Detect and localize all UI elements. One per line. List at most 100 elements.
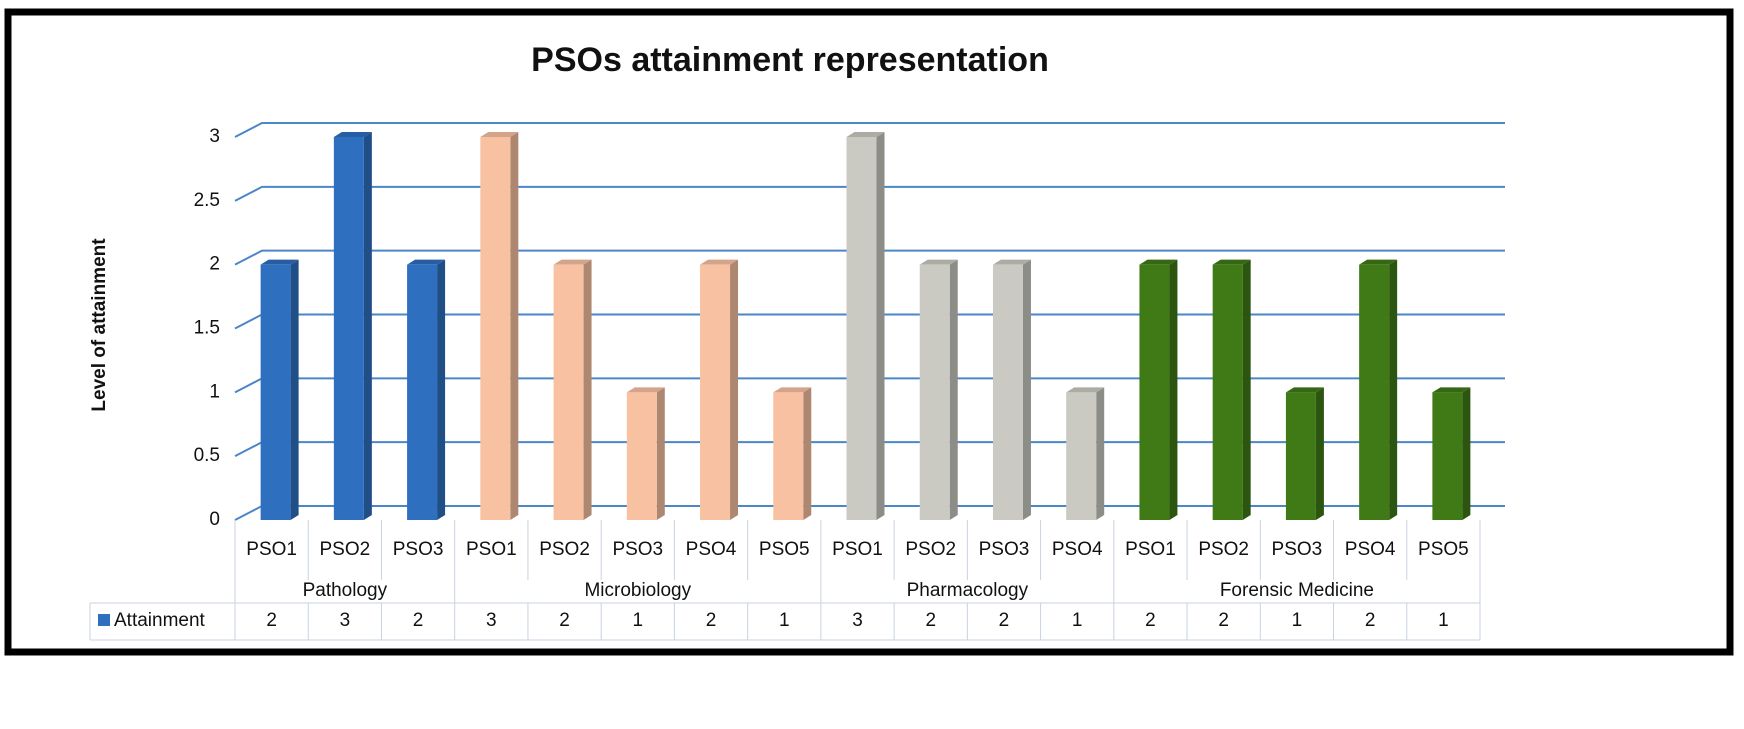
bar-face — [773, 387, 812, 393]
grid-line — [234, 185, 1505, 202]
bar — [1139, 259, 1178, 520]
x-tick-label: PSO3 — [393, 539, 444, 560]
x-tick-label: PSO1 — [832, 539, 883, 560]
bar — [1285, 387, 1324, 520]
y-tick-label: 2.5 — [194, 190, 220, 211]
table-value: 2 — [1218, 610, 1229, 631]
group-label: Pharmacology — [907, 580, 1029, 601]
bar-face — [1096, 387, 1105, 520]
y-tick-label: 0.5 — [194, 445, 220, 466]
table-value: 1 — [1438, 610, 1449, 631]
x-tick-label: PSO1 — [466, 539, 517, 560]
y-tick-label: 1.5 — [194, 318, 220, 339]
table-value: 1 — [633, 610, 644, 631]
bar-face — [803, 387, 812, 520]
bar-face — [1212, 264, 1243, 520]
table-value: 3 — [486, 610, 497, 631]
y-tick-label: 2 — [209, 254, 220, 275]
x-tick-label: PSO1 — [1125, 539, 1176, 560]
bar-face — [260, 259, 299, 265]
table-value: 2 — [999, 610, 1010, 631]
group-label: Microbiology — [584, 580, 691, 601]
bar-face — [1359, 264, 1390, 520]
bar-face — [1139, 264, 1170, 520]
bar-face — [1432, 392, 1463, 520]
bar — [1212, 259, 1251, 520]
bar-face — [949, 259, 958, 520]
x-tick-label: PSO5 — [759, 539, 810, 560]
bar — [626, 387, 665, 520]
grid-line — [234, 249, 1505, 266]
bar-face — [1359, 259, 1398, 265]
bar-face — [656, 387, 665, 520]
x-tick-label: PSO4 — [686, 539, 737, 560]
bar — [700, 259, 739, 520]
bar-face — [333, 132, 372, 137]
x-tick-label: PSO2 — [905, 539, 956, 560]
grid-line — [234, 122, 1505, 138]
x-tick-label: PSO2 — [539, 539, 590, 560]
x-tick-label: PSO4 — [1052, 539, 1103, 560]
bar-face — [1285, 392, 1316, 520]
table-value: 2 — [925, 610, 936, 631]
bar-face — [480, 132, 519, 137]
bar-face — [553, 259, 592, 265]
bar — [260, 259, 299, 520]
x-tick-label: PSO4 — [1345, 539, 1396, 560]
table-value: 1 — [779, 610, 790, 631]
x-tick-label: PSO5 — [1418, 539, 1469, 560]
bar-face — [846, 132, 885, 137]
x-tick-label: PSO3 — [612, 539, 663, 560]
table-value: 2 — [1145, 610, 1156, 631]
bar-face — [510, 132, 519, 520]
bar-face — [919, 259, 958, 265]
bar-face — [773, 392, 804, 520]
legend-swatch — [98, 614, 110, 626]
bar-face — [333, 137, 364, 520]
bar-face — [1389, 259, 1398, 520]
table-value: 2 — [266, 610, 277, 631]
y-tick-label: 1 — [209, 381, 220, 402]
bar — [480, 132, 519, 520]
bar-face — [1432, 387, 1471, 393]
bar — [333, 132, 372, 520]
bar-face — [407, 259, 446, 265]
bar-face — [730, 259, 739, 520]
bar-face — [876, 132, 885, 520]
bar-face — [1242, 259, 1251, 520]
bar-face — [700, 264, 731, 520]
bar-face — [1066, 392, 1097, 520]
legend-label: Attainment — [114, 610, 206, 631]
bar-face — [1169, 259, 1178, 520]
table-value: 1 — [1292, 610, 1303, 631]
bar-face — [992, 259, 1031, 265]
bar — [1066, 387, 1105, 520]
group-label: Pathology — [303, 580, 388, 601]
x-tick-label: PSO1 — [246, 539, 297, 560]
y-tick-label: 0 — [209, 509, 220, 530]
bar-face — [626, 392, 657, 520]
bar-face — [407, 264, 438, 520]
bar — [407, 259, 446, 520]
bar-face — [1212, 259, 1251, 265]
bar — [553, 259, 592, 520]
bar — [1359, 259, 1398, 520]
bar-face — [437, 259, 446, 520]
table-value: 2 — [1365, 610, 1376, 631]
bar-face — [1462, 387, 1471, 520]
group-label: Forensic Medicine — [1220, 580, 1374, 601]
bar-face — [919, 264, 950, 520]
bar-face — [1139, 259, 1178, 265]
table-value: 1 — [1072, 610, 1083, 631]
bar-face — [363, 132, 372, 520]
bar-face — [553, 264, 584, 520]
table-value: 2 — [706, 610, 717, 631]
chart-title: PSOs attainment representation — [531, 41, 1049, 79]
x-tick-label: PSO2 — [320, 539, 371, 560]
y-tick-label: 3 — [209, 126, 220, 147]
x-tick-label: PSO3 — [1272, 539, 1323, 560]
table-value: 2 — [413, 610, 424, 631]
bar-face — [583, 259, 592, 520]
bar — [992, 259, 1031, 520]
table-value: 3 — [852, 610, 863, 631]
